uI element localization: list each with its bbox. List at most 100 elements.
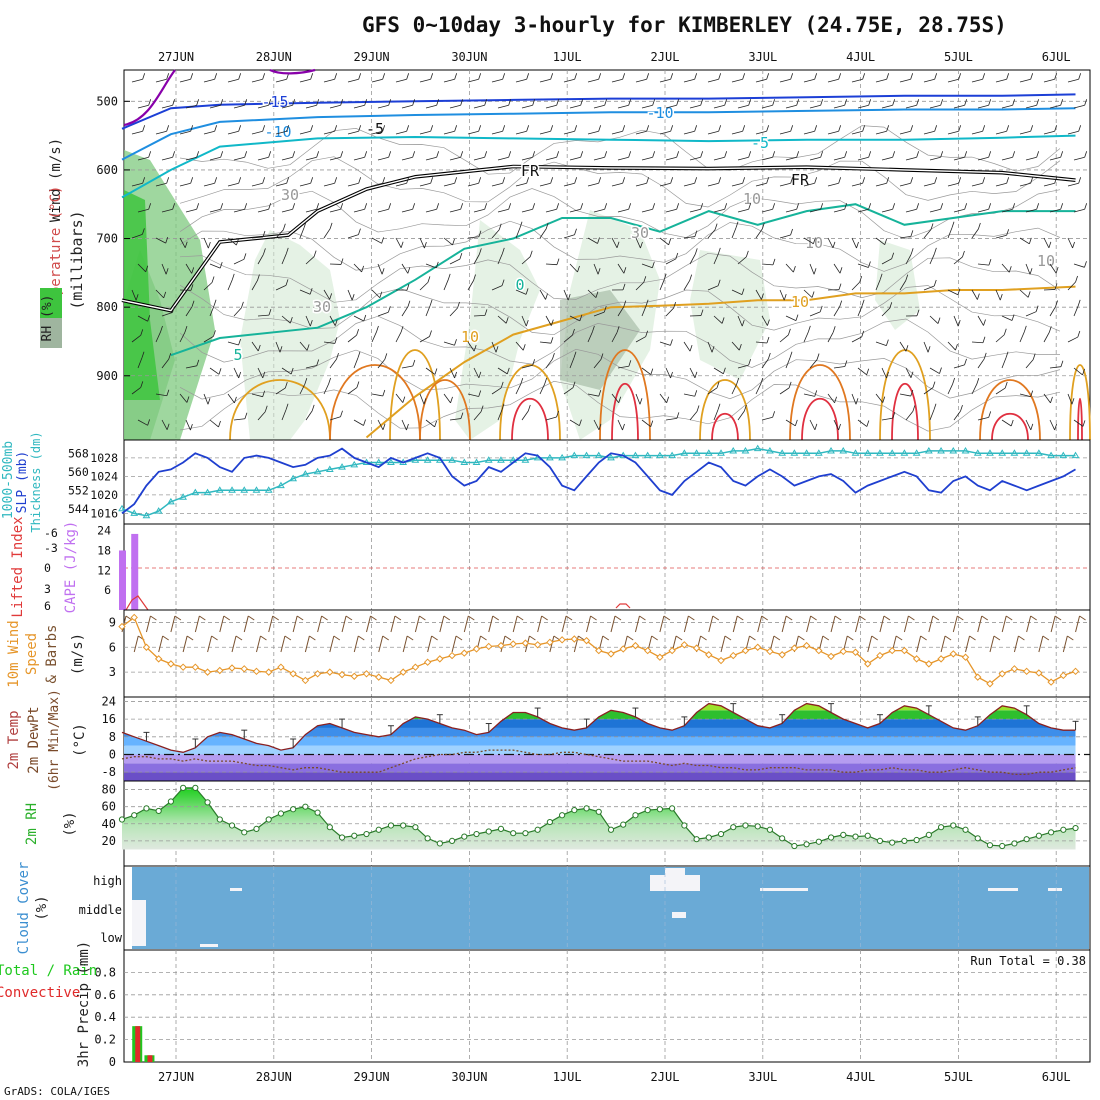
wind10m-barb — [390, 615, 396, 633]
wind-speed-point — [839, 647, 847, 656]
wind-barb — [209, 208, 221, 213]
wind-barb — [323, 341, 335, 344]
wind-barb — [473, 344, 477, 352]
wind-barb — [868, 99, 872, 106]
wind-barb — [809, 311, 821, 317]
wind-barb — [251, 130, 263, 135]
wind-barb — [310, 177, 314, 184]
wind-barb — [1049, 306, 1056, 317]
wind-barb — [953, 256, 963, 265]
wind-barb — [857, 208, 869, 213]
wind-barb — [779, 234, 791, 239]
wind-barb — [910, 177, 914, 184]
wind-barb — [363, 314, 367, 322]
wind-barb — [281, 104, 293, 109]
wind-barb — [892, 412, 896, 419]
wind-barb — [718, 177, 722, 184]
wind-barb — [803, 331, 809, 343]
wind-barb — [779, 334, 789, 343]
wind-barb — [478, 125, 482, 132]
wind-barb — [598, 125, 602, 132]
wind10m-barb — [578, 635, 585, 641]
wind-barb — [539, 182, 551, 187]
wind-barb — [299, 182, 311, 187]
wind-barb — [1049, 263, 1057, 274]
wind-barb — [953, 315, 959, 327]
wind-barb — [179, 78, 191, 83]
wind-barb — [425, 208, 437, 213]
rh-point — [228, 822, 236, 829]
wind-barb — [868, 151, 872, 158]
wind-barb — [1019, 289, 1029, 298]
wind-speed-point — [301, 676, 310, 685]
wind-barb — [999, 294, 1003, 301]
rh-point — [387, 822, 395, 829]
wind-barb — [520, 377, 524, 385]
date-label-28jun: 28JUN — [256, 50, 292, 64]
rh-contour — [179, 220, 1061, 272]
wind-barb — [329, 208, 341, 213]
wind-barb — [617, 263, 625, 274]
wind-barb — [934, 247, 937, 255]
wind-speed-point — [326, 668, 334, 676]
wind-barb — [131, 130, 143, 135]
wind-barb — [185, 365, 197, 369]
wind10m-barb — [683, 615, 689, 633]
temp-line — [121, 702, 1076, 753]
wind-barb — [196, 359, 200, 366]
cloud-gap — [988, 888, 1018, 891]
cloud-gap — [200, 944, 218, 947]
thickness-point — [851, 449, 860, 456]
wind10m-barb — [211, 635, 218, 641]
thickness-tick-label: 544 — [68, 502, 89, 516]
wind-barb — [659, 393, 667, 403]
wind-speed-point — [570, 635, 579, 643]
wind-barb — [340, 151, 344, 158]
wind-barb — [539, 228, 547, 239]
wind-barb — [289, 317, 293, 324]
wind-barb — [977, 156, 989, 161]
wind-barb — [353, 357, 359, 369]
wind-barb — [497, 104, 509, 109]
wind-barb — [244, 203, 248, 210]
wind-barb — [233, 104, 245, 109]
wind-barb — [737, 104, 749, 109]
wind-barb — [334, 337, 338, 344]
wind10m-barb — [223, 615, 231, 621]
wind-barb — [406, 125, 410, 132]
wind10m-barb — [688, 615, 695, 621]
wind10m-barb — [170, 615, 176, 633]
wind-barb — [1004, 381, 1008, 389]
wind-barb — [1025, 263, 1031, 275]
wind-barb — [628, 203, 632, 210]
wind-barb — [716, 381, 720, 388]
credit-label: GrADS: COLA/IGES — [4, 1085, 110, 1098]
wind-barb — [785, 156, 797, 161]
date-label-2jul: 2JUL — [651, 1070, 680, 1084]
thickness-point — [582, 451, 591, 459]
rh-point — [950, 822, 957, 829]
wind-barb — [1082, 420, 1086, 427]
wind-barb — [635, 182, 647, 187]
wind-barb — [683, 393, 695, 397]
wind-barb — [425, 367, 436, 375]
wind-barb — [340, 99, 344, 106]
wind-barb — [857, 419, 868, 427]
wind-barb — [978, 222, 981, 230]
wind-barb — [166, 423, 170, 430]
wind-barb — [209, 367, 220, 375]
wind-barb — [364, 99, 368, 106]
wind-barb — [257, 156, 269, 161]
top-date-axis: 27JUN 28JUN 29JUN 30JUN 1JUL 2JUL 3JUL 4JUL 5JUL… — [158, 50, 1071, 64]
wind-speed-point — [619, 645, 627, 653]
date-label-6jul: 6JUL — [1042, 50, 1071, 64]
wind-barb — [790, 228, 793, 236]
wind-barb — [209, 305, 215, 317]
wind-barb — [593, 359, 602, 369]
wind-barb — [598, 423, 602, 430]
wind10m-barb — [561, 615, 567, 633]
wind-barb — [238, 125, 242, 132]
wind-barb — [929, 156, 941, 161]
wind-speed-point — [411, 663, 420, 671]
wind-barb — [323, 130, 335, 135]
